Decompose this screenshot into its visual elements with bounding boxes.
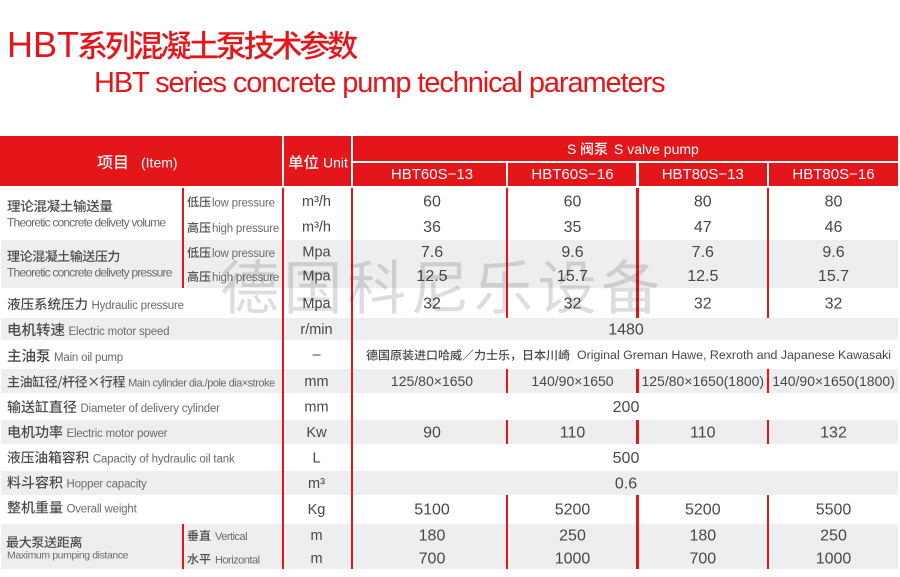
svg-text:12.5: 12.5 (416, 268, 447, 285)
svg-text:250: 250 (559, 528, 586, 545)
svg-text:Hopper capacity: Hopper capacity (67, 479, 148, 491)
svg-text:r/min: r/min (300, 322, 332, 338)
svg-text:S valve pump: S valve pump (614, 141, 699, 157)
svg-text:Theoretic concrete delivety vo: Theoretic concrete delivety volume (7, 216, 166, 230)
svg-text:m³: m³ (308, 476, 325, 492)
svg-text:80: 80 (694, 193, 712, 210)
svg-text:700: 700 (419, 550, 446, 567)
svg-text:m: m (310, 551, 322, 567)
svg-text:low pressure: low pressure (212, 197, 275, 209)
svg-text:7.6: 7.6 (692, 244, 714, 261)
svg-text:80: 80 (825, 193, 843, 210)
svg-text:12.5: 12.5 (687, 268, 718, 285)
svg-text:7.6: 7.6 (421, 244, 443, 261)
svg-text:m³/h: m³/h (302, 220, 331, 236)
svg-text:Mpa: Mpa (302, 269, 331, 285)
svg-text:125/80×1650(1800): 125/80×1650(1800) (641, 373, 764, 389)
svg-text:125/80×1650: 125/80×1650 (391, 373, 473, 389)
svg-text:47: 47 (694, 219, 712, 236)
svg-text:mm: mm (304, 374, 328, 390)
svg-text:0.6: 0.6 (615, 476, 637, 493)
svg-text:140/90×1650: 140/90×1650 (531, 373, 613, 389)
svg-text:46: 46 (825, 219, 843, 236)
svg-text:32: 32 (825, 295, 843, 312)
svg-text:15.7: 15.7 (818, 268, 849, 285)
svg-text:35: 35 (564, 219, 582, 236)
svg-text:1000: 1000 (555, 550, 591, 567)
svg-text:Electric motor speed: Electric motor speed (69, 326, 170, 338)
svg-text:–: – (312, 347, 321, 363)
svg-text:Kg: Kg (308, 502, 326, 518)
svg-text:9.6: 9.6 (822, 244, 844, 261)
svg-text:110: 110 (560, 425, 586, 442)
svg-text:90: 90 (423, 425, 441, 442)
svg-text:low pressure: low pressure (212, 248, 275, 260)
svg-text:HBT series concrete pump techn: HBT series concrete pump technical param… (94, 67, 665, 99)
svg-text:Unit: Unit (323, 155, 348, 171)
svg-text:15.7: 15.7 (557, 268, 588, 285)
svg-text:high pressure: high pressure (212, 223, 279, 235)
svg-text:36: 36 (423, 219, 441, 236)
svg-text:Theoretic concrete delivety pr: Theoretic concrete delivety pressure (7, 266, 173, 280)
svg-text:Capacity of hydraulic oil tank: Capacity of hydraulic oil tank (93, 453, 235, 465)
svg-text:HBT80S−16: HBT80S−16 (792, 166, 874, 183)
svg-text:60: 60 (423, 193, 441, 210)
svg-text:HBT: HBT (7, 24, 79, 65)
svg-text:HBT60S−13: HBT60S−13 (391, 166, 473, 183)
svg-text:S: S (567, 141, 576, 157)
svg-text:m: m (310, 528, 322, 544)
svg-text:250: 250 (820, 528, 847, 545)
svg-text:32: 32 (423, 295, 441, 312)
svg-text:Main oil pump: Main oil pump (54, 352, 123, 364)
svg-text:HBT60S−16: HBT60S−16 (531, 166, 613, 183)
svg-text:132: 132 (820, 425, 847, 442)
svg-text:Horizontal: Horizontal (215, 554, 260, 566)
svg-text:5200: 5200 (685, 502, 721, 519)
svg-text:Diameter of delivery cylinder: Diameter of delivery cylinder (81, 403, 221, 415)
svg-text:Original Greman Hawe, Rexroth: Original Greman Hawe, Rexroth and Japane… (577, 348, 891, 362)
svg-text:140/90×1650(1800): 140/90×1650(1800) (772, 373, 895, 389)
svg-text:32: 32 (564, 295, 582, 312)
svg-text:Main cylinder dia./pole dia×st: Main cylinder dia./pole dia×stroke (128, 378, 275, 390)
svg-text:Mpa: Mpa (302, 296, 331, 312)
svg-text:Maximum pumping distance: Maximum pumping distance (7, 550, 129, 562)
svg-text:(Item): (Item) (141, 155, 178, 171)
svg-text:1000: 1000 (816, 550, 852, 567)
svg-text:180: 180 (419, 528, 446, 545)
svg-text:Overall weight: Overall weight (67, 504, 138, 516)
svg-text:180: 180 (689, 528, 716, 545)
svg-text:110: 110 (690, 425, 716, 442)
svg-text:mm: mm (304, 400, 328, 416)
svg-text:5100: 5100 (414, 502, 450, 519)
svg-text:200: 200 (613, 399, 640, 416)
svg-text:700: 700 (689, 550, 716, 567)
svg-text:Kw: Kw (306, 425, 327, 441)
svg-text:500: 500 (613, 450, 640, 467)
svg-text:1480: 1480 (608, 322, 644, 339)
svg-text:9.6: 9.6 (561, 244, 583, 261)
svg-text:Electric motor power: Electric motor power (67, 428, 168, 440)
svg-text:32: 32 (694, 295, 712, 312)
svg-text:Hydraulic pressure: Hydraulic pressure (92, 300, 184, 312)
svg-text:5500: 5500 (816, 502, 852, 519)
svg-text:L: L (312, 451, 320, 467)
svg-text:high pressure: high pressure (212, 272, 279, 284)
svg-text:Vertical: Vertical (215, 531, 247, 543)
svg-text:Mpa: Mpa (302, 245, 331, 261)
svg-text:HBT80S−13: HBT80S−13 (662, 166, 744, 183)
svg-text:5200: 5200 (555, 502, 591, 519)
svg-text:60: 60 (564, 193, 582, 210)
svg-text:m³/h: m³/h (302, 194, 331, 210)
